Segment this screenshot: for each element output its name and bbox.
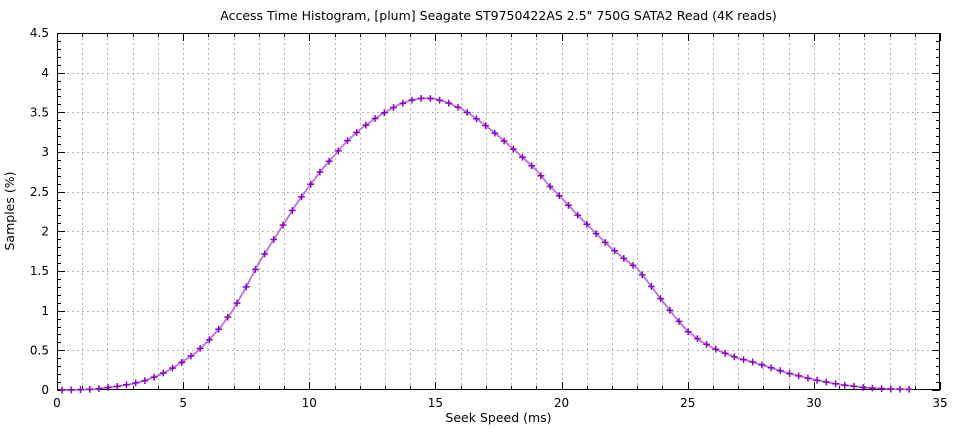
svg-text:15: 15 [428,396,443,410]
svg-text:0.5: 0.5 [30,344,49,358]
svg-text:30: 30 [806,396,821,410]
svg-text:10: 10 [302,396,317,410]
svg-text:2.5: 2.5 [30,185,49,199]
svg-text:20: 20 [554,396,569,410]
svg-text:4: 4 [41,66,49,80]
series-line [61,97,911,391]
svg-text:4.5: 4.5 [30,26,49,40]
svg-text:2: 2 [41,225,49,239]
grid-lines [57,33,940,390]
series-plus-markers [58,95,913,394]
svg-text:0: 0 [53,396,61,410]
chart-title: Access Time Histogram, [plum] Seagate ST… [220,8,777,23]
svg-text:5: 5 [179,396,187,410]
x-axis-label: Seek Speed (ms) [445,410,552,425]
y-axis-label: Samples (%) [2,171,17,251]
svg-text:35: 35 [932,396,947,410]
svg-text:25: 25 [680,396,695,410]
axes-and-ticks [57,33,941,391]
svg-text:0: 0 [41,383,49,397]
tick-labels: 0 5 10 15 20 25 30 35 0 0.5 1 1.5 2 2.5 3 3.5 4 4.5 [30,26,948,410]
svg-text:3: 3 [41,145,49,159]
svg-text:1.5: 1.5 [30,264,49,278]
svg-text:3.5: 3.5 [30,106,49,120]
svg-text:1: 1 [41,304,49,318]
